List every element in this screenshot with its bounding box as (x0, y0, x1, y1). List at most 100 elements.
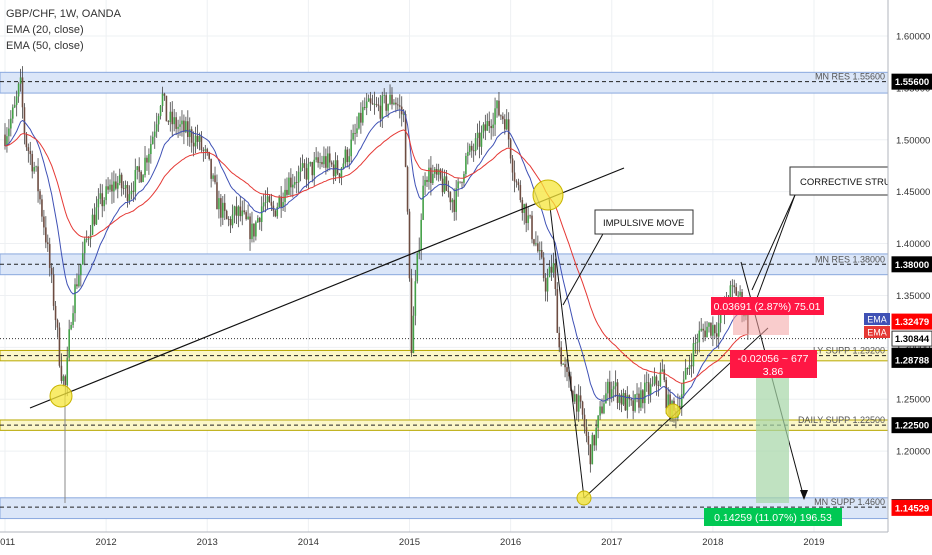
candle-body (610, 389, 613, 399)
candle-body (113, 181, 115, 192)
candle-body (521, 200, 524, 213)
trendline-long[interactable] (29, 167, 625, 409)
candle-body (622, 393, 625, 405)
candle-body (25, 133, 28, 148)
candle-body (692, 343, 695, 367)
candle-body (694, 342, 697, 344)
candle-body (597, 415, 599, 428)
candle-body (327, 153, 329, 168)
x-tick-label: 2018 (702, 537, 723, 548)
candle-body (48, 244, 51, 268)
candle-body (292, 184, 294, 188)
candle-body (659, 371, 662, 386)
candle-body (243, 210, 245, 213)
candle-body (74, 284, 76, 314)
zone-band (0, 71, 889, 94)
candle-body (317, 157, 319, 163)
candle-body (190, 129, 193, 143)
candle-body (603, 403, 605, 414)
candle-body (513, 172, 516, 182)
candle-body (414, 281, 417, 316)
candle-body (245, 212, 247, 220)
candle-body (179, 124, 181, 127)
x-tick-label: 2015 (399, 537, 420, 548)
candle-body (163, 93, 166, 96)
impulsive-callout-text: IMPULSIVE MOVE (603, 218, 684, 229)
candle-body (679, 405, 681, 409)
impulsive-line-2 (548, 197, 585, 499)
candle-body (556, 289, 559, 333)
candle-body (85, 238, 88, 240)
candle-body (19, 77, 22, 84)
ema-badge (864, 326, 890, 338)
price-tag (891, 73, 932, 90)
candle-body (426, 179, 428, 182)
candle-body (60, 365, 63, 381)
candle-body (482, 124, 485, 133)
price-axis-bg (888, 0, 932, 550)
candle-body (181, 120, 183, 125)
candle-body (710, 322, 712, 336)
candle-body (68, 329, 70, 358)
impulsive-callout[interactable] (594, 209, 694, 235)
candle-body (663, 369, 666, 380)
candle-body (144, 157, 146, 176)
price-tag (891, 330, 932, 347)
price-tag-text: 1.22500 (895, 421, 929, 432)
candle-body (393, 102, 395, 105)
candle-body (6, 136, 8, 147)
candle-body (682, 379, 685, 395)
candle-body (140, 171, 142, 183)
measure-down-text-2: 3.86 (763, 366, 784, 378)
candle-body (657, 385, 660, 386)
candle-body (708, 322, 710, 327)
candle-body (715, 333, 718, 337)
candle-body (533, 239, 535, 245)
candle-body (116, 182, 119, 189)
x-tick-label: 2014 (298, 537, 319, 548)
candle-body (453, 199, 456, 212)
candle-body (735, 287, 738, 296)
drawings-layer[interactable]: IMPULSIVE MOVE CORRECTIVE STRUCTU 0.0369… (29, 166, 932, 526)
candle-body (56, 320, 59, 328)
candle-body (369, 98, 372, 104)
candle-body (490, 126, 492, 129)
y-tick-label: 1.45000 (896, 187, 930, 198)
candle-body (739, 291, 741, 296)
candle-body (432, 173, 434, 184)
candle-body (212, 175, 214, 179)
candle-body (688, 365, 691, 369)
ema20-legend: EMA (20, close) (6, 24, 84, 36)
candle-body (591, 435, 594, 465)
candle-body (260, 206, 263, 223)
candle-body (505, 119, 508, 130)
candle-body (449, 192, 452, 203)
ema50-line (4, 129, 748, 384)
corrective-line-1 (751, 194, 796, 291)
candle-body (4, 134, 6, 147)
candle-body (416, 253, 419, 282)
candle-body (188, 129, 191, 137)
candle-body (64, 376, 67, 386)
candle-body (410, 278, 413, 354)
candle-body (138, 166, 140, 172)
candle-body (655, 376, 658, 386)
candle-body (439, 169, 442, 179)
candle-body (288, 177, 290, 195)
measure-down-rect[interactable] (756, 378, 789, 503)
measure-up-label (711, 297, 824, 315)
candle-body (684, 367, 687, 380)
candle-body (367, 98, 370, 102)
candle-body (35, 166, 37, 168)
candle-body (363, 107, 366, 108)
time-axis[interactable]: 2011 2012 2013 2014 2015 2016 2017 2018 2019 (0, 531, 888, 550)
price-tag-text: 1.38000 (895, 260, 929, 271)
candle-body (305, 168, 308, 180)
candle-body (159, 105, 162, 117)
candle-body (486, 121, 489, 131)
candle-body (218, 198, 220, 210)
candle-body (599, 406, 601, 416)
candle-body (488, 121, 491, 127)
